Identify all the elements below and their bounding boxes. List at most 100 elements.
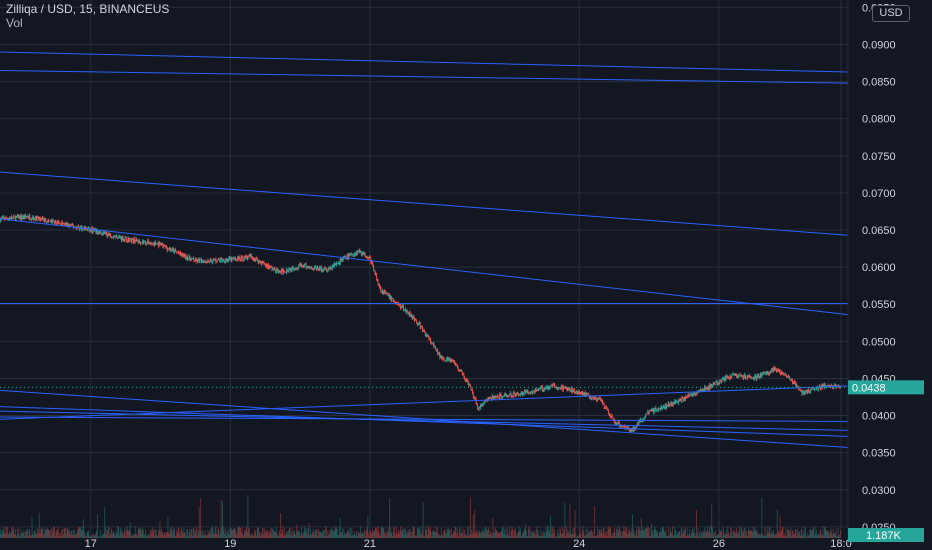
candle-body: [600, 399, 602, 401]
volume-bar: [291, 535, 293, 538]
candle-body: [602, 401, 604, 404]
volume-bar: [420, 526, 422, 538]
volume-bar: [661, 526, 663, 538]
y-tick-label: 0.0550: [862, 299, 896, 311]
candle-body: [605, 406, 607, 408]
volume-bar: [563, 533, 564, 538]
candle-body: [248, 255, 250, 257]
candle-body: [490, 397, 492, 399]
candle-body: [432, 343, 433, 345]
candle-body: [546, 385, 548, 388]
volume-bar: [3, 527, 5, 538]
volume-bar: [430, 531, 432, 538]
volume-bar: [251, 532, 253, 538]
candle-body: [399, 303, 401, 306]
candle-body: [637, 422, 639, 425]
volume-bar: [821, 536, 823, 538]
volume-bar: [6, 527, 7, 538]
candle-body: [661, 408, 663, 410]
symbol-title[interactable]: Zilliqa / USD, 15, BINANCEUS: [6, 2, 170, 16]
candle-body: [512, 396, 513, 397]
candle-body: [616, 422, 617, 424]
candle-body: [335, 264, 337, 266]
volume-bar: [297, 530, 299, 538]
candle-body: [326, 270, 328, 272]
candle-body: [237, 257, 239, 261]
candle-body: [728, 376, 729, 378]
volume-bar: [416, 528, 418, 538]
time-scale[interactable]: 17 19 21 24 26 18:0: [85, 538, 852, 550]
volume-bar: [256, 528, 258, 538]
volume-bar: [462, 528, 464, 538]
candle-body: [267, 264, 269, 268]
candle-body: [29, 215, 31, 220]
candle-body: [690, 393, 692, 396]
volume-bar: [749, 531, 750, 538]
volume-bar: [239, 527, 241, 538]
candle-body: [569, 388, 571, 391]
volume-bar: [228, 528, 230, 538]
candle-body: [246, 257, 248, 260]
candle-body: [271, 266, 273, 270]
candle-body: [31, 218, 33, 220]
volume-bar: [17, 534, 19, 538]
volume-bar: [278, 536, 279, 538]
candle-body: [770, 369, 772, 372]
volume-bar: [105, 527, 106, 538]
price-scale[interactable]: 0.02500.03000.03500.04000.04500.05000.05…: [862, 2, 896, 533]
candle-body: [496, 397, 497, 398]
volume-bar: [328, 534, 330, 538]
volume-bar: [762, 536, 764, 538]
volume-bar: [91, 536, 93, 538]
candle-body: [277, 270, 279, 273]
candle-body: [97, 233, 99, 234]
volume-bar: [237, 527, 239, 538]
candle-body: [581, 392, 583, 396]
volume-bar: [619, 530, 621, 538]
volume-legend[interactable]: Vol: [6, 16, 23, 30]
candle-body: [166, 248, 168, 251]
candle-body: [810, 388, 812, 390]
volume-bar: [425, 530, 427, 538]
candle-body: [622, 426, 624, 427]
candle-body: [414, 319, 416, 321]
candle-body: [153, 243, 155, 245]
volume-bar: [698, 536, 700, 538]
candle-body: [623, 426, 625, 427]
volume-bar: [795, 528, 797, 538]
candle-body: [557, 387, 559, 389]
last-volume-label: 1.187K: [848, 528, 924, 542]
y-tick-label: 0.0350: [862, 448, 896, 460]
volume-bar: [839, 534, 841, 538]
volume-bar: [106, 529, 108, 538]
volume-bar: [704, 532, 706, 538]
candle-body: [554, 384, 556, 387]
candle-body: [81, 227, 83, 231]
candle-body: [459, 370, 460, 372]
volume-bar: [4, 526, 6, 538]
volume-bar: [151, 533, 153, 538]
volume-bar: [495, 529, 497, 538]
candle-body: [99, 230, 101, 233]
volume-bar: [119, 532, 121, 538]
volume-bar: [677, 533, 678, 538]
candle-body: [597, 399, 599, 401]
trendlines[interactable]: [0, 51, 849, 448]
candle-body: [48, 219, 50, 221]
candle-body: [778, 370, 780, 372]
volume-bar: [424, 536, 425, 538]
volume-bar: [360, 533, 362, 538]
volume-bar: [90, 536, 92, 538]
volume-bar: [799, 531, 801, 538]
currency-button[interactable]: USD: [872, 5, 910, 22]
candle-body: [598, 398, 600, 399]
candle-body: [480, 404, 481, 408]
candle-body: [89, 229, 91, 231]
volume-bar: [40, 529, 42, 538]
volume-bar: [684, 526, 686, 538]
candle-body: [230, 257, 231, 260]
volume-bar: [277, 535, 279, 538]
volume-bar: [331, 529, 333, 538]
candle-body: [763, 372, 765, 374]
